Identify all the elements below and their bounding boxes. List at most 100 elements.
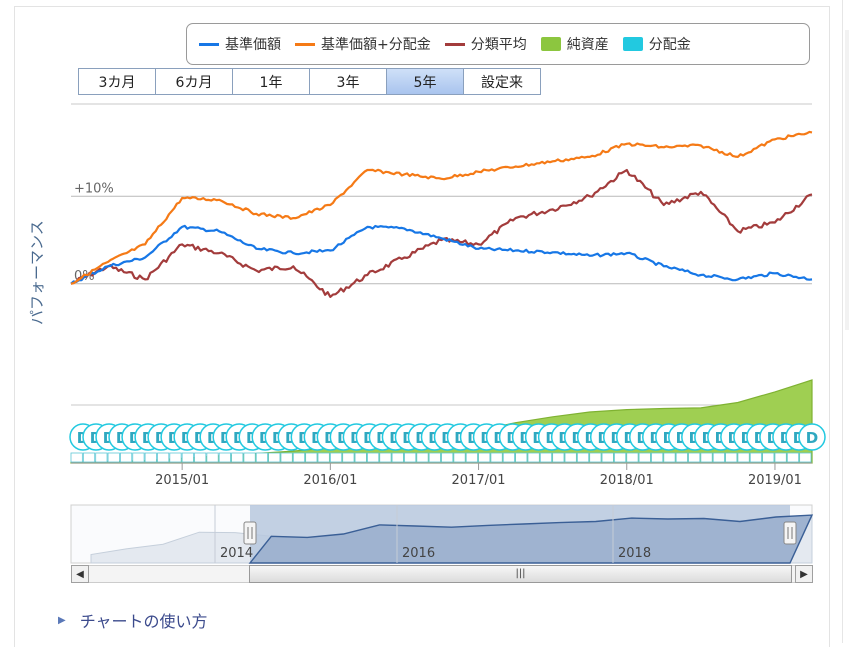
navigator-scrollbar[interactable]: ◀ ||| ▶ xyxy=(71,565,813,584)
distribution-tick xyxy=(651,452,664,463)
range-button-3y[interactable]: 3年 xyxy=(309,68,387,95)
distribution-tick xyxy=(292,452,306,463)
net-assets-area xyxy=(70,379,813,464)
navigator-year-label: 2018 xyxy=(618,546,651,561)
distribution-tick xyxy=(700,452,713,463)
distribution-tick xyxy=(82,452,96,463)
x-tick-label: 2019/01 xyxy=(748,473,802,488)
page-divider xyxy=(842,0,843,643)
navigator-year-label: 2016 xyxy=(402,546,435,561)
chart-howto-link[interactable]: ▶ チャートの使い方 xyxy=(58,608,208,632)
legend-label: 基準価額 xyxy=(225,37,281,53)
distribution-tick xyxy=(638,452,651,463)
distribution-tick xyxy=(453,452,466,463)
range-selector: 3カ月 6カ月 1年 3年 5年 設定来 xyxy=(78,68,541,95)
distribution-tick xyxy=(144,452,157,463)
distribution-tick xyxy=(157,452,170,463)
chart-legend: 基準価額 基準価額+分配金 分類平均 純資産 分配金 xyxy=(186,23,810,65)
legend-item-category-average[interactable]: 分類平均 xyxy=(444,34,527,54)
distribution-tick xyxy=(712,452,725,463)
distribution-tick xyxy=(614,452,627,463)
range-button-5y[interactable]: 5年 xyxy=(386,68,464,95)
navigator-handle xyxy=(243,521,257,545)
scrollbar-thumb[interactable]: ||| xyxy=(249,565,792,583)
page-edge xyxy=(845,30,849,330)
distribution-tick xyxy=(527,452,540,463)
howto-label: チャートの使い方 xyxy=(79,612,208,631)
distribution-tick xyxy=(539,452,553,463)
legend-label: 純資産 xyxy=(566,37,609,53)
legend-swatch-box xyxy=(622,37,643,51)
navigator-year-label: 2014 xyxy=(220,546,253,561)
x-tick-label: 2018/01 xyxy=(600,473,654,488)
distribution-tick xyxy=(799,452,812,463)
triangle-right-icon: ▶ xyxy=(58,614,66,626)
legend-label: 分類平均 xyxy=(470,37,527,53)
distribution-tick xyxy=(194,452,207,463)
legend-item-net-assets[interactable]: 純資産 xyxy=(540,34,609,54)
distribution-tick xyxy=(243,452,256,463)
distribution-tick xyxy=(120,452,133,463)
distribution-tick xyxy=(737,452,750,463)
performance-chart: 0%+10%DDDDDDDDDDDDDDDDDDDDDDDDDDDDDDDDDD… xyxy=(69,103,826,564)
distribution-tick xyxy=(379,452,392,463)
distribution-tick xyxy=(441,452,454,463)
range-button-1y[interactable]: 1年 xyxy=(232,68,310,95)
legend-swatch-line xyxy=(199,42,219,46)
distribution-tick xyxy=(416,452,429,463)
distribution-tick xyxy=(626,452,639,463)
distribution-tick xyxy=(268,452,281,463)
y-tick-label: +10% xyxy=(74,181,114,196)
distribution-tick xyxy=(70,452,83,463)
distribution-tick xyxy=(366,452,380,463)
range-button-6m[interactable]: 6カ月 xyxy=(155,68,233,95)
x-tick-label: 2016/01 xyxy=(303,473,357,488)
x-tick-label: 2015/01 xyxy=(155,473,209,488)
distribution-tick xyxy=(552,452,565,463)
distribution-tick xyxy=(206,452,219,463)
dividend-marker xyxy=(798,423,826,451)
distribution-tick xyxy=(329,452,343,463)
scroll-left-button[interactable]: ◀ xyxy=(71,565,89,583)
distribution-tick xyxy=(774,452,787,463)
chart-panel xyxy=(14,6,830,647)
navigator-series xyxy=(248,514,814,564)
legend-label: 分配金 xyxy=(648,37,691,53)
distribution-tick xyxy=(404,452,417,463)
distribution-tick xyxy=(181,452,194,463)
distribution-tick xyxy=(762,452,775,463)
legend-swatch-line xyxy=(295,42,315,46)
distribution-tick xyxy=(490,452,503,463)
distribution-tick xyxy=(280,452,293,463)
scroll-right-button[interactable]: ▶ xyxy=(795,565,813,583)
distribution-tick xyxy=(688,452,701,463)
distribution-tick xyxy=(465,452,478,463)
distribution-tick xyxy=(169,452,182,463)
legend-item-nav-plus-dividend[interactable]: 基準価額+分配金 xyxy=(295,34,431,54)
distribution-tick xyxy=(305,452,318,463)
legend-swatch-line xyxy=(444,42,465,46)
distribution-tick xyxy=(107,452,120,463)
distribution-tick xyxy=(342,452,355,463)
distribution-tick xyxy=(354,452,367,463)
range-button-3m[interactable]: 3カ月 xyxy=(78,68,156,95)
distribution-tick xyxy=(478,452,491,463)
distribution-tick xyxy=(663,452,676,463)
distribution-tick xyxy=(502,452,516,463)
distribution-tick xyxy=(515,452,528,463)
legend-swatch-box xyxy=(540,37,561,51)
distribution-tick xyxy=(576,452,590,463)
distribution-tick xyxy=(132,452,145,463)
navigator-handle xyxy=(783,521,797,545)
distribution-tick xyxy=(218,452,231,463)
y-axis-label: パフォーマンス xyxy=(28,220,46,325)
distribution-tick xyxy=(675,452,688,463)
legend-item-dividend[interactable]: 分配金 xyxy=(622,34,691,54)
series-line-0 xyxy=(70,224,813,285)
x-tick-label: 2017/01 xyxy=(452,473,506,488)
range-button-since-inception[interactable]: 設定来 xyxy=(463,68,541,95)
distribution-tick xyxy=(391,452,404,463)
dividend-marker-label: D xyxy=(806,429,818,447)
legend-item-nav[interactable]: 基準価額 xyxy=(199,34,281,54)
distribution-tick xyxy=(95,452,108,463)
